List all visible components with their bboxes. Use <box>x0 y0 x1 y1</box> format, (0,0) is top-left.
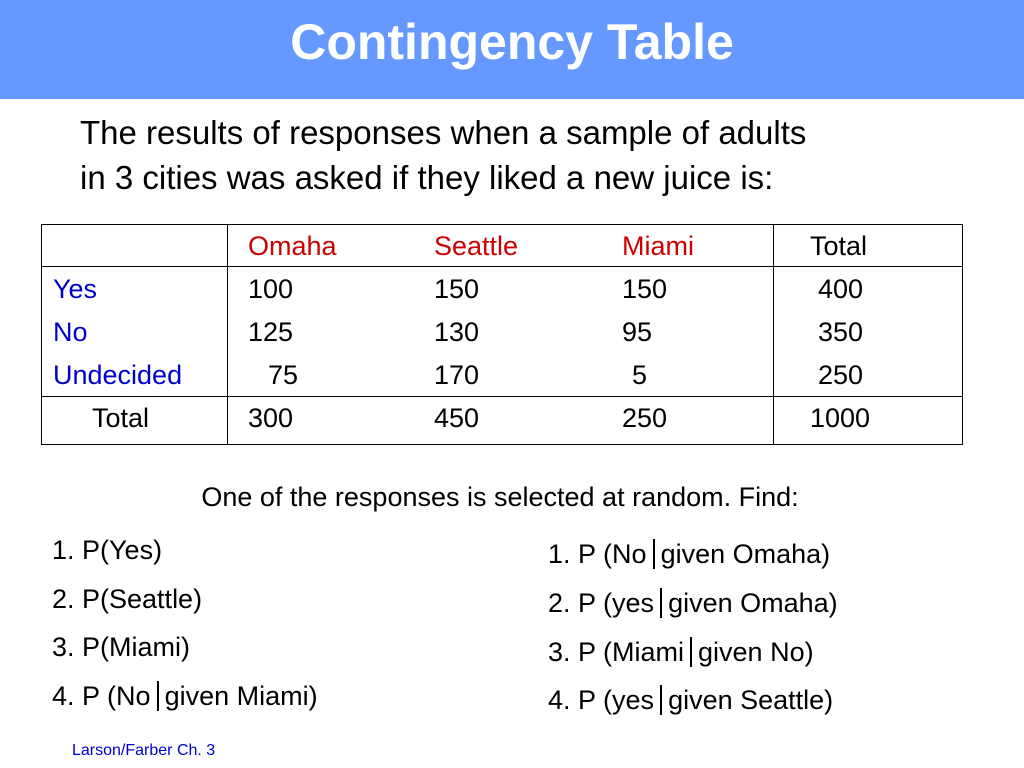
cell-total-seattle: 450 <box>434 403 480 433</box>
cell-no-omaha: 125 <box>248 317 294 347</box>
cell-yes-omaha: 100 <box>248 274 294 304</box>
slide-title: Contingency Table <box>290 14 734 70</box>
col-header-miami: Miami <box>622 231 694 261</box>
question-right-3-event: 3. P (Miami <box>548 637 685 667</box>
cell-yes-total: 400 <box>818 274 864 304</box>
given-bar-symbol <box>156 681 159 711</box>
question-right-3: 3. P (Miami given No) <box>548 636 814 668</box>
row-header-total: Total <box>92 403 150 433</box>
question-left-2: 2. P(Seattle) <box>52 584 203 614</box>
col-header-total: Total <box>810 231 868 261</box>
given-bar-symbol <box>652 539 655 569</box>
col-header-seattle: Seattle <box>434 231 519 261</box>
cell-undecided-miami: 5 <box>632 360 648 390</box>
contingency-table: Omaha Seattle Miami Total Yes 100 150 15… <box>41 224 963 445</box>
header-divider <box>42 266 962 267</box>
question-right-4-event: 4. P (yes <box>548 685 655 715</box>
row-header-undecided: Undecided <box>53 360 183 390</box>
question-right-1-event: 1. P (No <box>548 539 647 569</box>
question-right-1-condition: given Omaha) <box>660 539 831 569</box>
cell-undecided-seattle: 170 <box>434 360 480 390</box>
question-right-2: 2. P (yes given Omaha) <box>548 587 838 619</box>
intro-line-2: in 3 cities was asked if they liked a ne… <box>80 159 774 196</box>
title-bar <box>0 0 1024 99</box>
question-right-3-condition: given No) <box>698 637 814 667</box>
given-bar-symbol <box>690 637 693 667</box>
given-bar-symbol <box>660 685 663 715</box>
intro-text: The results of responses when a sample o… <box>80 110 1000 200</box>
cell-undecided-total: 250 <box>818 360 864 390</box>
cell-yes-seattle: 150 <box>434 274 480 304</box>
total-column-divider <box>773 225 774 444</box>
question-left-4-event: 4. P (No <box>52 681 151 711</box>
col-header-omaha: Omaha <box>248 231 337 261</box>
row-header-divider <box>227 225 228 444</box>
cell-no-seattle: 130 <box>434 317 480 347</box>
cell-yes-miami: 150 <box>622 274 668 304</box>
question-right-2-condition: given Omaha) <box>668 588 838 618</box>
intro-line-1: The results of responses when a sample o… <box>80 114 807 151</box>
cell-total-miami: 250 <box>622 403 668 433</box>
cell-total-omaha: 300 <box>248 403 294 433</box>
cell-grand-total: 1000 <box>810 403 871 433</box>
question-right-4-condition: given Seattle) <box>668 685 834 715</box>
question-right-2-event: 2. P (yes <box>548 588 655 618</box>
row-header-no: No <box>53 317 88 347</box>
cell-undecided-omaha: 75 <box>268 360 299 390</box>
question-left-4-condition: given Miami) <box>164 681 318 711</box>
footer-credit: Larson/Farber Ch. 3 <box>72 742 216 759</box>
total-row-divider <box>42 396 962 397</box>
given-bar-symbol <box>660 588 663 618</box>
cell-no-miami: 95 <box>622 317 653 347</box>
question-left-3: 3. P(Miami) <box>52 632 191 662</box>
question-left-4: 4. P (No given Miami) <box>52 680 318 712</box>
question-right-4: 4. P (yes given Seattle) <box>548 684 833 716</box>
question-right-1: 1. P (No given Omaha) <box>548 538 830 570</box>
question-prompt: One of the responses is selected at rand… <box>201 482 799 512</box>
question-left-1: 1. P(Yes) <box>52 535 163 565</box>
row-header-yes: Yes <box>53 274 98 304</box>
cell-no-total: 350 <box>818 317 864 347</box>
